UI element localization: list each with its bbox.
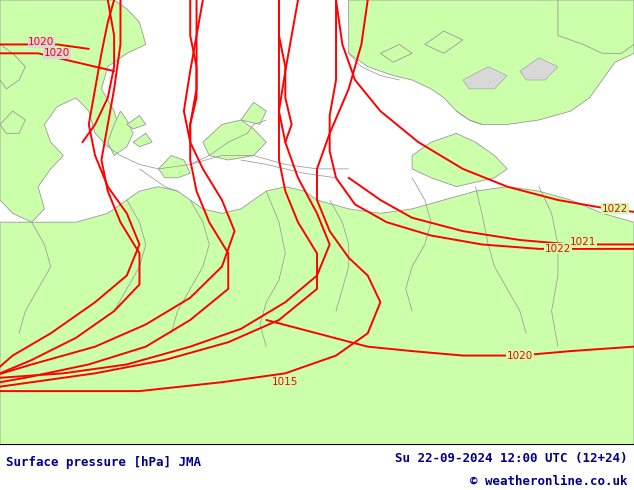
- Polygon shape: [203, 120, 266, 160]
- Text: © weatheronline.co.uk: © weatheronline.co.uk: [470, 475, 628, 489]
- Polygon shape: [412, 133, 507, 187]
- Polygon shape: [158, 155, 190, 178]
- Text: Surface pressure [hPa] JMA: Surface pressure [hPa] JMA: [6, 456, 202, 469]
- Text: 1020: 1020: [28, 37, 55, 47]
- Polygon shape: [349, 0, 634, 124]
- Text: Su 22-09-2024 12:00 UTC (12+24): Su 22-09-2024 12:00 UTC (12+24): [395, 452, 628, 465]
- Polygon shape: [241, 102, 266, 124]
- Text: 1022: 1022: [545, 244, 571, 254]
- Polygon shape: [463, 67, 507, 89]
- Text: 1021: 1021: [570, 237, 597, 247]
- Text: 1020: 1020: [507, 350, 533, 361]
- Polygon shape: [0, 111, 25, 133]
- Text: 1020: 1020: [44, 49, 70, 58]
- Polygon shape: [558, 0, 634, 53]
- Polygon shape: [425, 31, 463, 53]
- Polygon shape: [133, 133, 152, 147]
- Polygon shape: [380, 45, 412, 62]
- Polygon shape: [520, 58, 558, 80]
- Text: 1015: 1015: [272, 377, 299, 387]
- Polygon shape: [108, 111, 133, 155]
- Polygon shape: [127, 116, 146, 129]
- Text: 1015: 1015: [272, 377, 299, 387]
- Polygon shape: [0, 0, 146, 222]
- Polygon shape: [0, 187, 634, 444]
- Polygon shape: [0, 45, 25, 89]
- Text: 1022: 1022: [602, 204, 628, 214]
